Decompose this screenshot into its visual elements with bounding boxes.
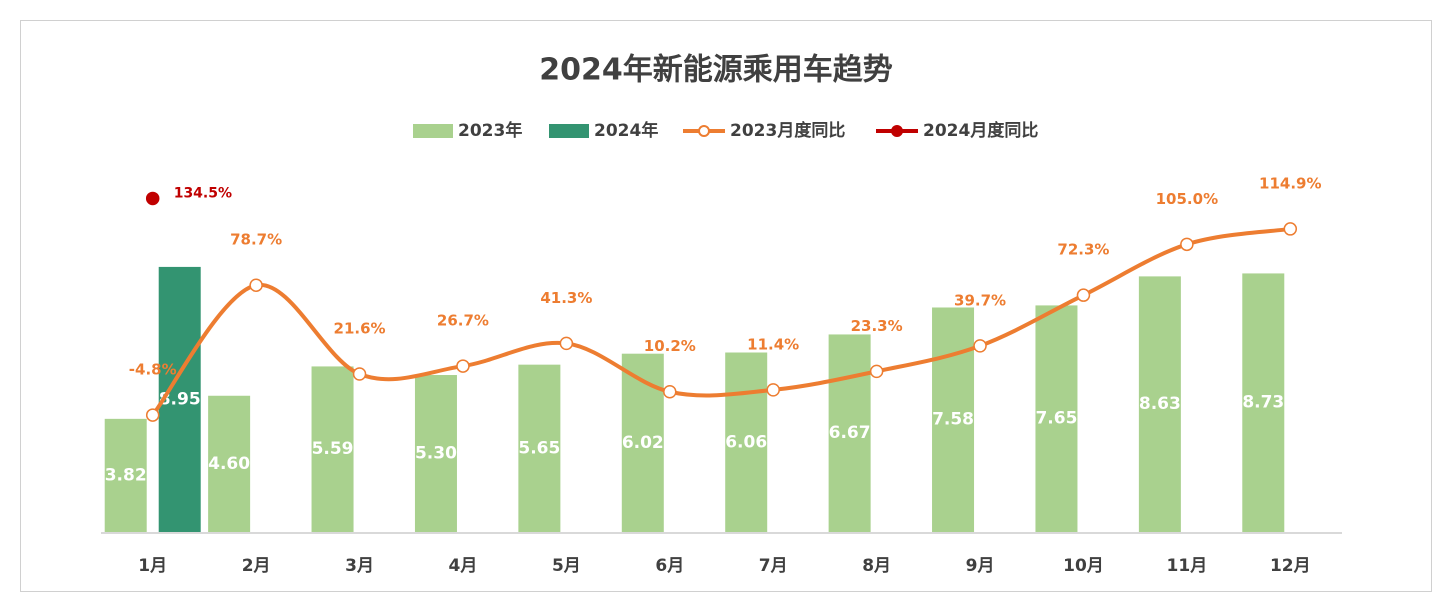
bar [828, 334, 871, 532]
bar [414, 375, 457, 532]
line-value-label: 23.3% [851, 317, 903, 335]
bar-value-label: 7.58 [932, 410, 974, 430]
line-marker [766, 383, 780, 397]
line-marker [1180, 237, 1194, 252]
chart-title: 2024年新能源乘用车趋势 [539, 53, 893, 88]
line-value-label: 114.9% [1259, 174, 1321, 192]
x-tick-label: 1月 [138, 556, 167, 576]
line-marker [973, 339, 987, 353]
x-tick-label: 5月 [552, 556, 581, 576]
bar [158, 266, 201, 532]
line-value-label: 41.3% [540, 289, 592, 307]
x-tick-label: 6月 [655, 556, 684, 576]
legend-label: 2023年 [458, 120, 522, 141]
legend-label: 2024年 [594, 120, 658, 141]
line-value-label: 10.2% [644, 337, 696, 355]
legend-marker [891, 125, 903, 137]
line-marker [145, 191, 160, 206]
x-tick-label: 4月 [449, 556, 478, 576]
x-tick-label: 3月 [345, 556, 374, 576]
line-marker [869, 364, 884, 379]
legend-marker [698, 125, 710, 137]
line-value-label: 21.6% [334, 320, 386, 338]
bar [1138, 276, 1181, 532]
line-value-label: 78.7% [230, 231, 282, 249]
bar-value-label: 3.82 [105, 465, 147, 485]
line-marker [1283, 222, 1298, 236]
line-marker [145, 408, 160, 422]
bar [518, 364, 561, 532]
bar-value-label: 8.73 [1242, 393, 1284, 413]
bar [208, 395, 251, 532]
bar-value-label: 6.06 [725, 432, 767, 452]
x-tick-label: 10月 [1063, 556, 1104, 576]
bar-value-label: 7.65 [1035, 409, 1077, 429]
line-value-label: 26.7% [437, 312, 489, 330]
legend-label: 2023月度同比 [730, 120, 845, 141]
bar [311, 366, 354, 532]
bar [932, 307, 975, 532]
line-marker [352, 367, 367, 381]
bar [725, 352, 768, 532]
line-value-label: 72.3% [1057, 241, 1109, 259]
legend-label: 2024月度同比 [923, 120, 1038, 141]
bar [1035, 305, 1078, 532]
bar-value-label: 8.63 [1139, 394, 1181, 414]
bar-value-label: 8.95 [159, 389, 201, 409]
bar-value-label: 4.60 [208, 454, 250, 474]
line-marker [663, 384, 677, 399]
bar-value-label: 6.67 [829, 423, 871, 443]
bar [1242, 273, 1285, 532]
line-marker [559, 336, 574, 351]
line-value-label: 105.0% [1156, 190, 1218, 208]
bar-value-label: 5.30 [415, 444, 457, 464]
line-marker [1076, 288, 1091, 302]
x-tick-label: 12月 [1270, 556, 1311, 576]
line-value-label: 134.5% [174, 185, 232, 201]
x-tick-label: 8月 [862, 556, 891, 576]
legend-swatch [549, 124, 589, 138]
x-tick-label: 11月 [1167, 556, 1208, 576]
x-tick-label: 2月 [242, 556, 271, 576]
line-value-label: 39.7% [954, 291, 1006, 309]
legend-swatch [413, 124, 453, 138]
bar-value-label: 5.65 [518, 438, 560, 458]
line-marker [456, 359, 470, 373]
line-value-label: 11.4% [747, 335, 799, 353]
bar [104, 418, 147, 532]
line-marker [249, 278, 263, 292]
line-value-label: -4.8% [129, 361, 177, 379]
bar-value-label: 6.02 [622, 433, 664, 453]
bar-value-label: 5.59 [312, 439, 354, 459]
x-tick-label: 7月 [759, 556, 788, 576]
x-tick-label: 9月 [966, 556, 995, 576]
bar [621, 353, 664, 532]
